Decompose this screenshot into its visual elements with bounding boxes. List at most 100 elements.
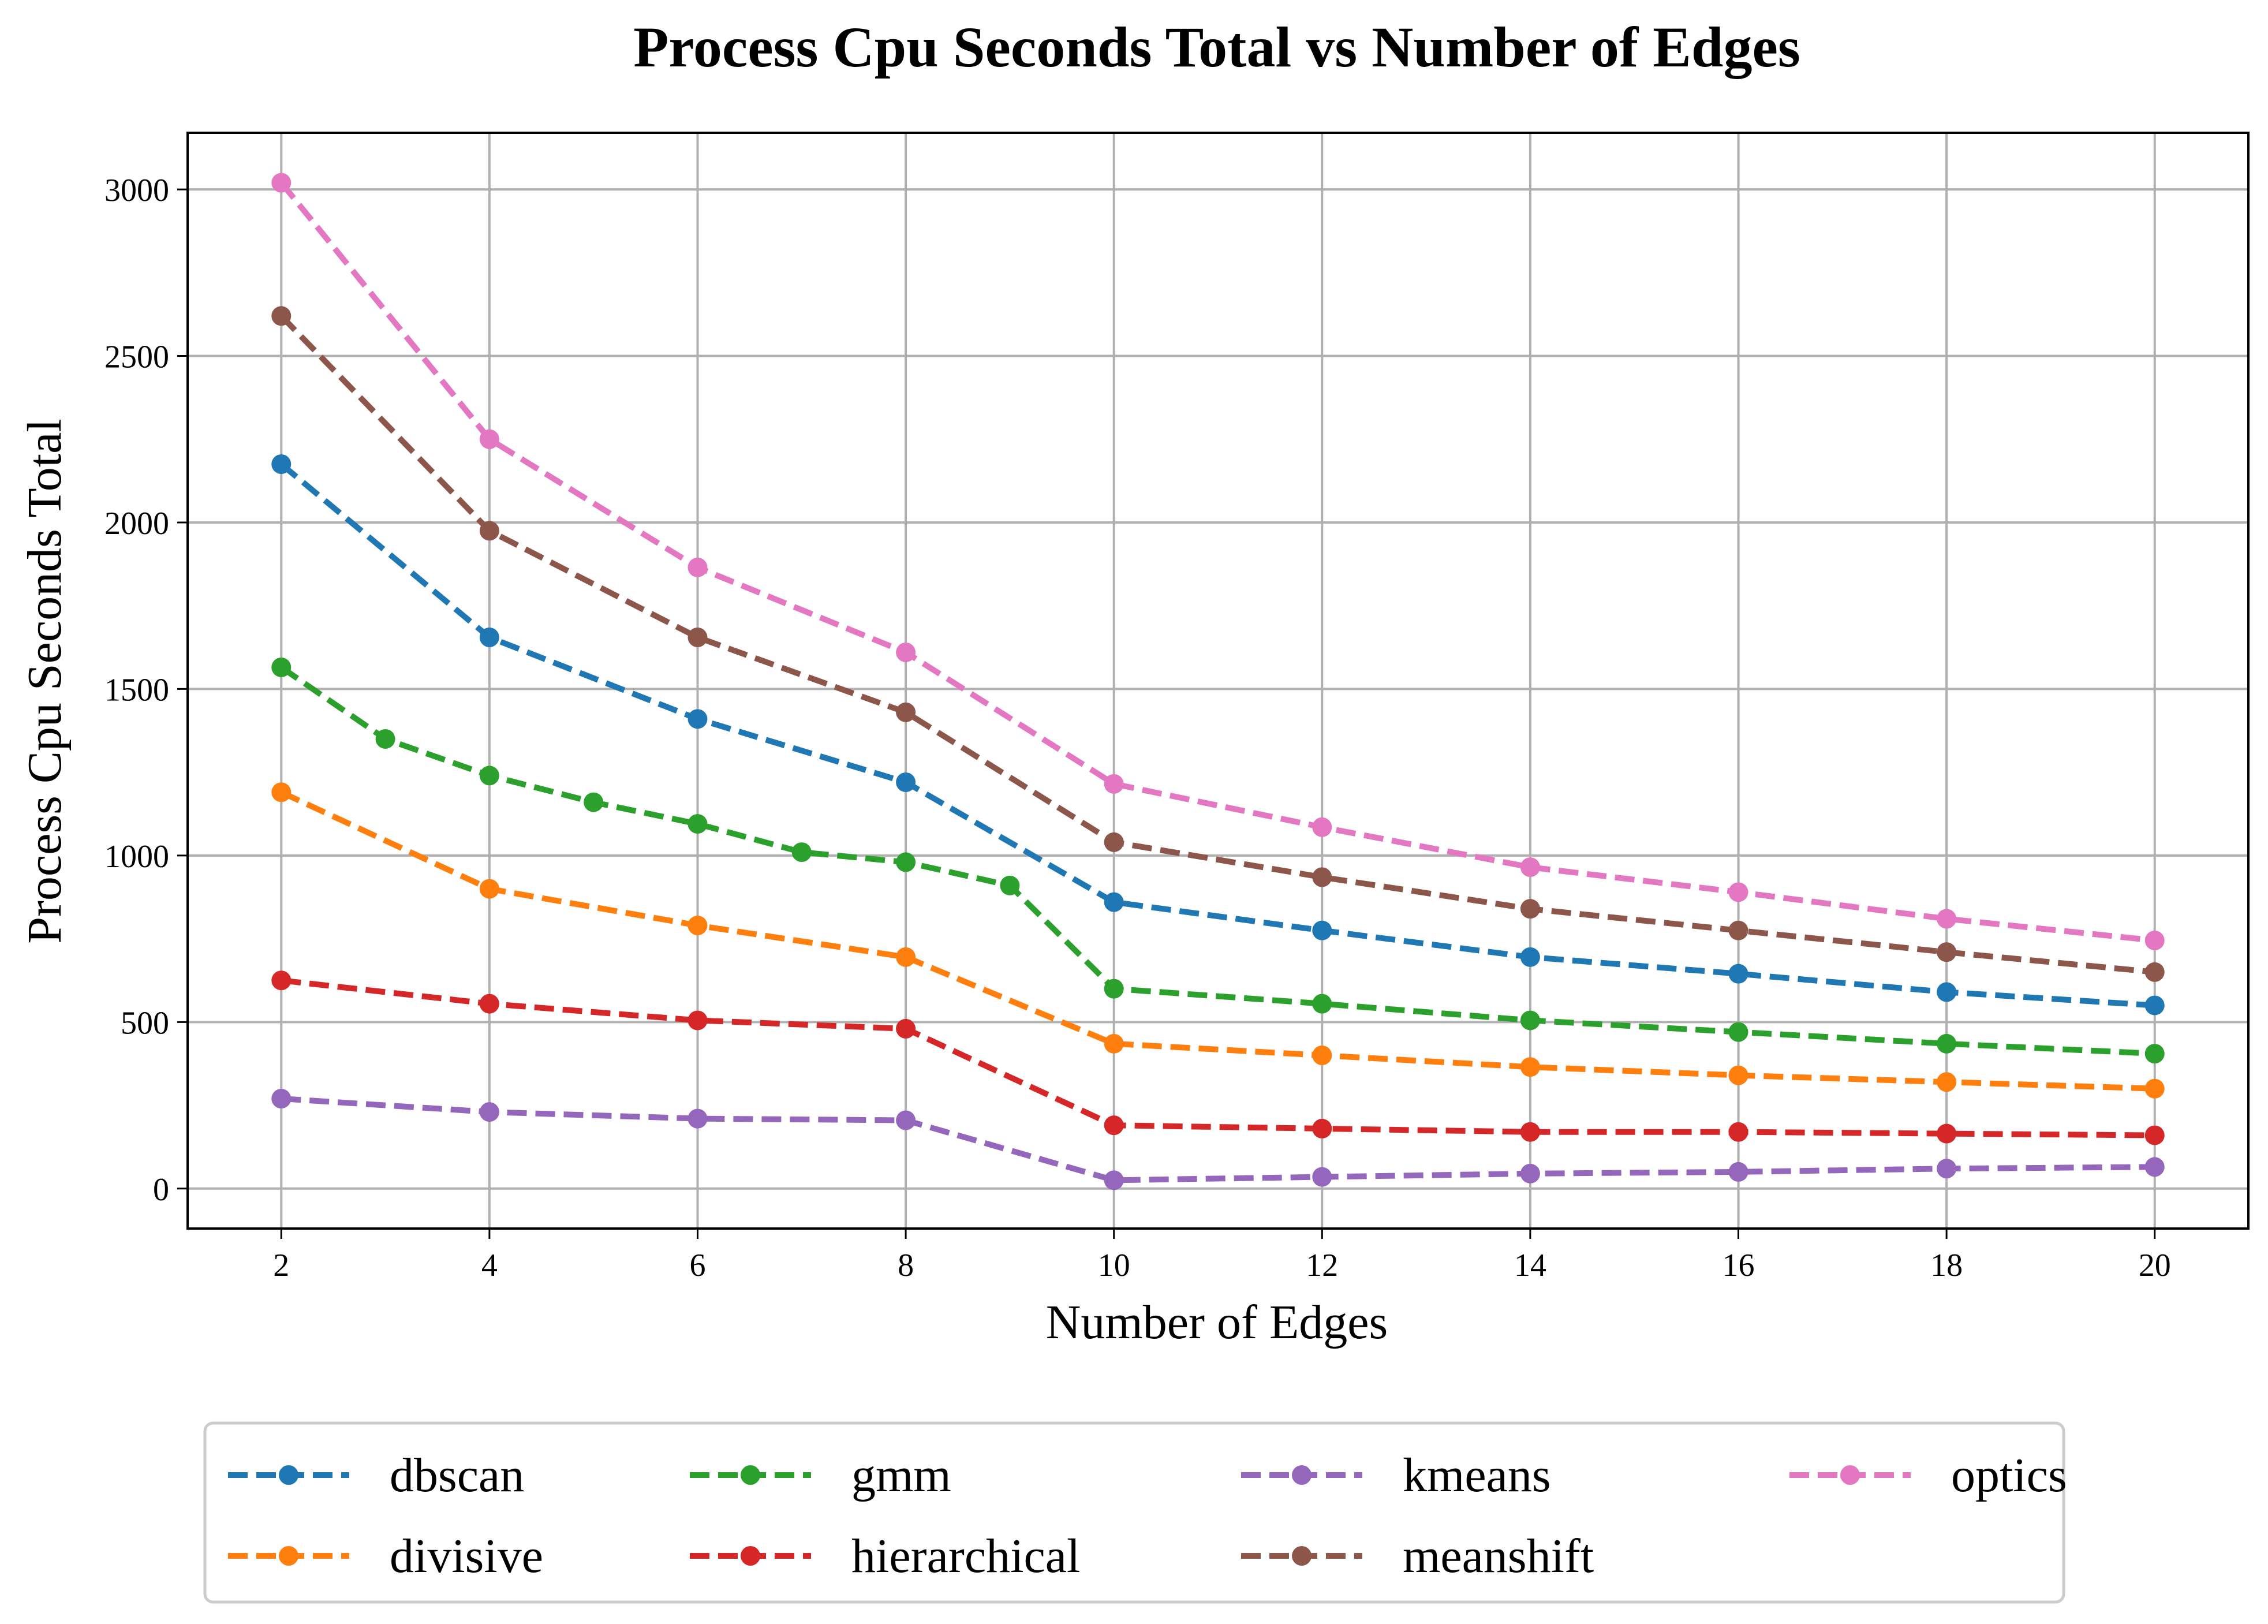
data-point-divisive xyxy=(479,879,499,899)
data-point-gmm xyxy=(791,842,812,863)
grid-lines xyxy=(188,133,2248,1229)
data-point-gmm xyxy=(688,814,708,834)
y-tick-label: 1000 xyxy=(104,839,169,875)
data-point-kmeans xyxy=(271,1089,292,1109)
data-point-gmm xyxy=(2144,1044,2165,1064)
data-point-kmeans xyxy=(1312,1167,1332,1187)
data-point-meanshift xyxy=(1312,867,1332,887)
series-line-dbscan xyxy=(279,462,2155,1009)
data-point-hierarchical xyxy=(479,994,499,1014)
data-point-gmm xyxy=(1728,1022,1748,1042)
data-point-optics xyxy=(479,429,499,449)
data-point-kmeans xyxy=(1937,1159,1957,1179)
data-point-kmeans xyxy=(1104,1170,1124,1190)
data-point-dbscan xyxy=(271,454,292,475)
legend-item-meanshift: meanshift xyxy=(1241,1529,1594,1583)
data-point-divisive xyxy=(1520,1057,1540,1077)
legend-item-optics: optics xyxy=(1789,1448,2067,1502)
data-point-dbscan xyxy=(896,772,916,792)
data-point-gmm xyxy=(1104,979,1124,999)
data-point-meanshift xyxy=(1728,920,1748,940)
data-point-meanshift xyxy=(1937,942,1957,962)
series-line-meanshift xyxy=(279,313,2155,975)
x-tick-label: 12 xyxy=(1306,1248,1338,1283)
legend-item-hierarchical: hierarchical xyxy=(690,1529,1080,1583)
legend-item-gmm: gmm xyxy=(690,1448,951,1502)
data-point-kmeans xyxy=(2144,1157,2165,1177)
data-point-gmm xyxy=(375,729,395,749)
data-point-hierarchical xyxy=(1937,1123,1957,1144)
x-axis-label: Number of Edges xyxy=(1046,1296,1388,1349)
y-axis-label: Process Cpu Seconds Total xyxy=(18,419,72,944)
data-point-dbscan xyxy=(1728,964,1748,984)
legend-item-divisive: divisive xyxy=(228,1529,543,1583)
series-kmeans xyxy=(271,1089,2165,1190)
data-point-gmm xyxy=(271,657,292,677)
data-point-kmeans xyxy=(896,1110,916,1130)
data-point-gmm xyxy=(479,766,499,786)
data-point-divisive xyxy=(271,782,292,802)
data-point-kmeans xyxy=(688,1108,708,1129)
data-point-divisive xyxy=(1937,1072,1957,1092)
x-tick-label: 16 xyxy=(1723,1248,1755,1283)
data-point-hierarchical xyxy=(896,1018,916,1039)
legend-label-divisive: divisive xyxy=(390,1529,543,1583)
data-point-meanshift xyxy=(2144,962,2165,982)
data-point-hierarchical xyxy=(1520,1122,1540,1142)
data-point-hierarchical xyxy=(2144,1125,2165,1145)
y-tick-label: 500 xyxy=(121,1005,169,1041)
y-tick-label: 2000 xyxy=(104,506,169,542)
legend-box xyxy=(203,1421,2065,1604)
data-point-meanshift xyxy=(1520,899,1540,919)
x-tick-label: 2 xyxy=(273,1248,289,1283)
data-point-optics xyxy=(271,173,292,193)
data-point-divisive xyxy=(688,916,708,936)
data-point-hierarchical xyxy=(1312,1118,1332,1138)
data-point-dbscan xyxy=(1312,920,1332,940)
data-point-divisive xyxy=(896,947,916,967)
series-line-optics xyxy=(279,181,2155,943)
series-divisive xyxy=(271,782,2165,1099)
data-point-divisive xyxy=(1312,1046,1332,1066)
legend-label-dbscan: dbscan xyxy=(390,1448,524,1502)
data-point-optics xyxy=(2144,930,2165,950)
x-tick-label: 20 xyxy=(2139,1248,2171,1283)
data-point-optics xyxy=(1728,882,1748,902)
legend-label-meanshift: meanshift xyxy=(1403,1529,1594,1583)
series-line-gmm xyxy=(279,664,2155,1057)
x-tick-label: 8 xyxy=(898,1248,914,1283)
data-point-meanshift xyxy=(896,702,916,722)
y-tick-label: 3000 xyxy=(104,173,169,208)
series-meanshift xyxy=(271,306,2165,982)
series-gmm xyxy=(271,657,2165,1064)
legend-label-kmeans: kmeans xyxy=(1403,1448,1551,1502)
data-point-dbscan xyxy=(688,709,708,729)
data-point-dbscan xyxy=(479,628,499,648)
legend: dbscan gmm kmeans optics divisive hierarchica… xyxy=(228,1448,2067,1583)
data-point-meanshift xyxy=(271,306,292,326)
data-point-dbscan xyxy=(2144,995,2165,1016)
y-tick-label: 1500 xyxy=(104,672,169,708)
series-line-hierarchical xyxy=(281,977,2155,1138)
data-point-dbscan xyxy=(1520,947,1540,967)
data-point-meanshift xyxy=(1104,832,1124,852)
data-point-gmm xyxy=(896,852,916,872)
data-point-kmeans xyxy=(1520,1163,1540,1184)
legend-marker-divisive xyxy=(279,1546,298,1566)
data-point-meanshift xyxy=(688,628,708,648)
legend-label-gmm: gmm xyxy=(851,1448,951,1502)
data-point-divisive xyxy=(2144,1078,2165,1099)
legend-item-kmeans: kmeans xyxy=(1241,1448,1551,1502)
chart-title: Process Cpu Seconds Total vs Number of E… xyxy=(633,15,1800,79)
legend-label-hierarchical: hierarchical xyxy=(851,1529,1080,1583)
data-point-hierarchical xyxy=(688,1010,708,1031)
series-hierarchical xyxy=(271,970,2165,1145)
data-series xyxy=(271,173,2165,1190)
data-point-hierarchical xyxy=(271,970,292,991)
data-point-meanshift xyxy=(479,521,499,541)
x-tick-label: 14 xyxy=(1514,1248,1546,1283)
data-point-optics xyxy=(1937,909,1957,929)
data-point-optics xyxy=(1520,857,1540,878)
series-line-kmeans xyxy=(281,1096,2155,1184)
